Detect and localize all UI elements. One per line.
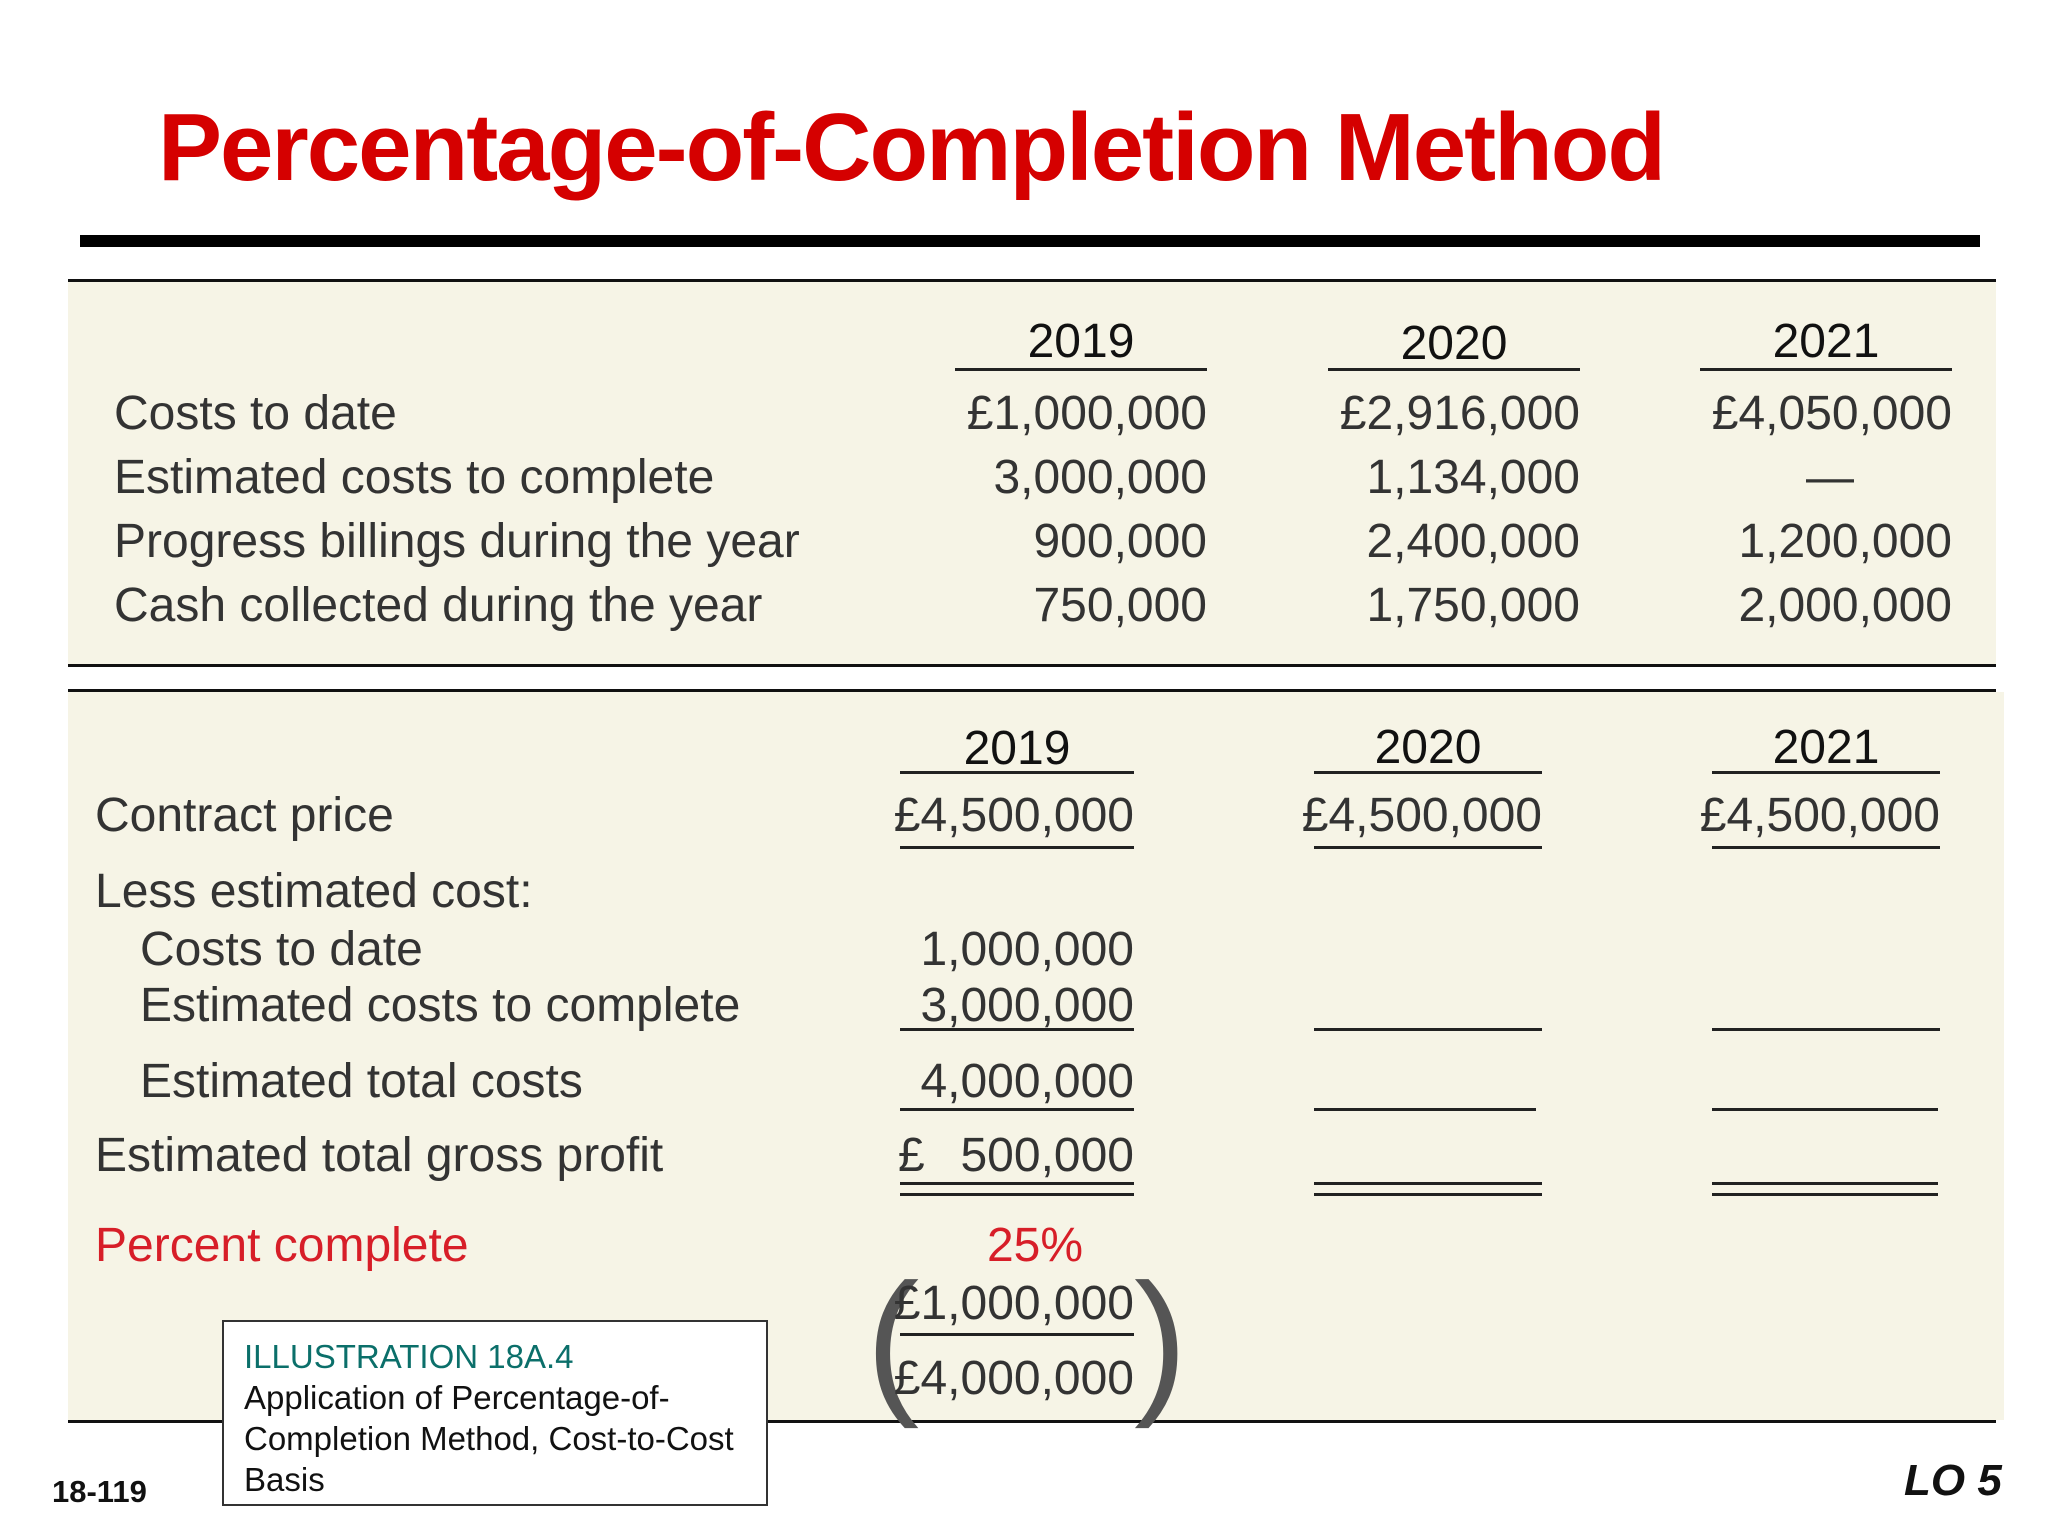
table1-row-label: Estimated costs to complete	[114, 451, 715, 504]
table1-bottom-rule	[68, 664, 1996, 667]
fraction-right-paren: )	[1134, 1250, 1188, 1429]
table2-top-rule	[68, 689, 1996, 692]
table1-year-2019: 2019	[1027, 315, 1135, 368]
table2-year-underline	[1712, 771, 1940, 774]
fraction-numerator: £1,000,000	[893, 1277, 1134, 1330]
double-underline	[900, 1182, 1134, 1185]
blank-double-underline	[1314, 1193, 1542, 1196]
illustration-caption-box: ILLUSTRATION 18A.4 Application of Percen…	[222, 1320, 768, 1506]
blank-underline	[1314, 1108, 1536, 1111]
blank-double-underline	[1712, 1182, 1938, 1185]
table1-cell: £2,916,000	[1339, 387, 1580, 440]
underline	[900, 1108, 1134, 1111]
fraction-denominator: £4,000,000	[893, 1352, 1134, 1405]
table1-cell: 1,200,000	[1738, 515, 1952, 568]
table1-cell: £1,000,000	[966, 387, 1207, 440]
table1-cell: 1,134,000	[1366, 451, 1580, 504]
table1-panel	[68, 282, 1996, 664]
table1-row-label: Costs to date	[114, 387, 397, 440]
table1-cell: 900,000	[1033, 515, 1207, 568]
est-costs-to-complete-2019: 3,000,000	[920, 979, 1134, 1032]
table1-cell: —	[1806, 451, 1854, 504]
table1-year-2021: 2021	[1772, 315, 1880, 368]
est-total-costs-label: Estimated total costs	[140, 1055, 583, 1108]
percent-complete-2019: 25%	[986, 1219, 1084, 1272]
contract-price-2021: £4,500,000	[1699, 789, 1940, 842]
table1-cell: 2,400,000	[1366, 515, 1580, 568]
est-costs-to-complete-label: Estimated costs to complete	[140, 979, 741, 1032]
table1-top-rule	[68, 279, 1996, 282]
table1-cell: 1,750,000	[1366, 579, 1580, 632]
title-rule	[80, 235, 1980, 247]
table2-year-underline	[1314, 771, 1542, 774]
table2-bottom-rule	[68, 1420, 1996, 1423]
blank-underline	[1712, 1108, 1938, 1111]
contract-price-2019: £4,500,000	[893, 789, 1134, 842]
table1-cell: 3,000,000	[993, 451, 1207, 504]
double-underline	[900, 1193, 1134, 1196]
table1-cell: £4,050,000	[1711, 387, 1952, 440]
table1-row-label: Cash collected during the year	[114, 579, 763, 632]
fraction-left-paren: (	[866, 1250, 920, 1429]
table1-year-underline	[1328, 368, 1580, 371]
blank-double-underline	[1314, 1182, 1542, 1185]
underline	[900, 1028, 1134, 1031]
table1-row-label: Progress billings during the year	[114, 515, 800, 568]
underline	[1712, 846, 1940, 849]
table1-year-2020: 2020	[1400, 317, 1508, 370]
blank-underline	[1712, 1028, 1940, 1031]
table1-cell: 750,000	[1033, 579, 1207, 632]
underline	[900, 846, 1134, 849]
contract-price-2020: £4,500,000	[1301, 789, 1542, 842]
table2-year-2019: 2019	[963, 722, 1071, 775]
illustration-caption: Application of Percentage-of-Completion …	[244, 1379, 734, 1498]
blank-double-underline	[1712, 1193, 1938, 1196]
less-estimated-cost-label: Less estimated cost:	[95, 865, 533, 918]
gross-profit-label: Estimated total gross profit	[95, 1129, 664, 1182]
table1-year-underline	[955, 368, 1207, 371]
blank-underline	[1314, 1028, 1542, 1031]
contract-price-label: Contract price	[95, 789, 394, 842]
table2-year-underline	[900, 771, 1134, 774]
gross-profit-2019: 500,000	[960, 1129, 1134, 1182]
percent-complete-label: Percent complete	[95, 1219, 469, 1272]
table1-cell: 2,000,000	[1738, 579, 1952, 632]
page-title: Percentage-of-Completion Method	[158, 94, 1666, 201]
table2-year-2021: 2021	[1772, 721, 1880, 774]
costs-to-date-2019: 1,000,000	[920, 923, 1134, 976]
fraction-bar	[900, 1333, 1134, 1336]
gross-profit-currency: £	[898, 1129, 925, 1182]
learning-objective: LO 5	[1904, 1456, 2002, 1505]
est-total-costs-2019: 4,000,000	[920, 1055, 1134, 1108]
page-number: 18-119	[52, 1474, 147, 1509]
underline	[1314, 846, 1542, 849]
costs-to-date-label: Costs to date	[140, 923, 423, 976]
table1-year-underline	[1700, 368, 1952, 371]
illustration-title: ILLUSTRATION 18A.4	[244, 1338, 574, 1375]
table2-year-2020: 2020	[1374, 721, 1482, 774]
table2-panel	[68, 692, 2004, 1420]
